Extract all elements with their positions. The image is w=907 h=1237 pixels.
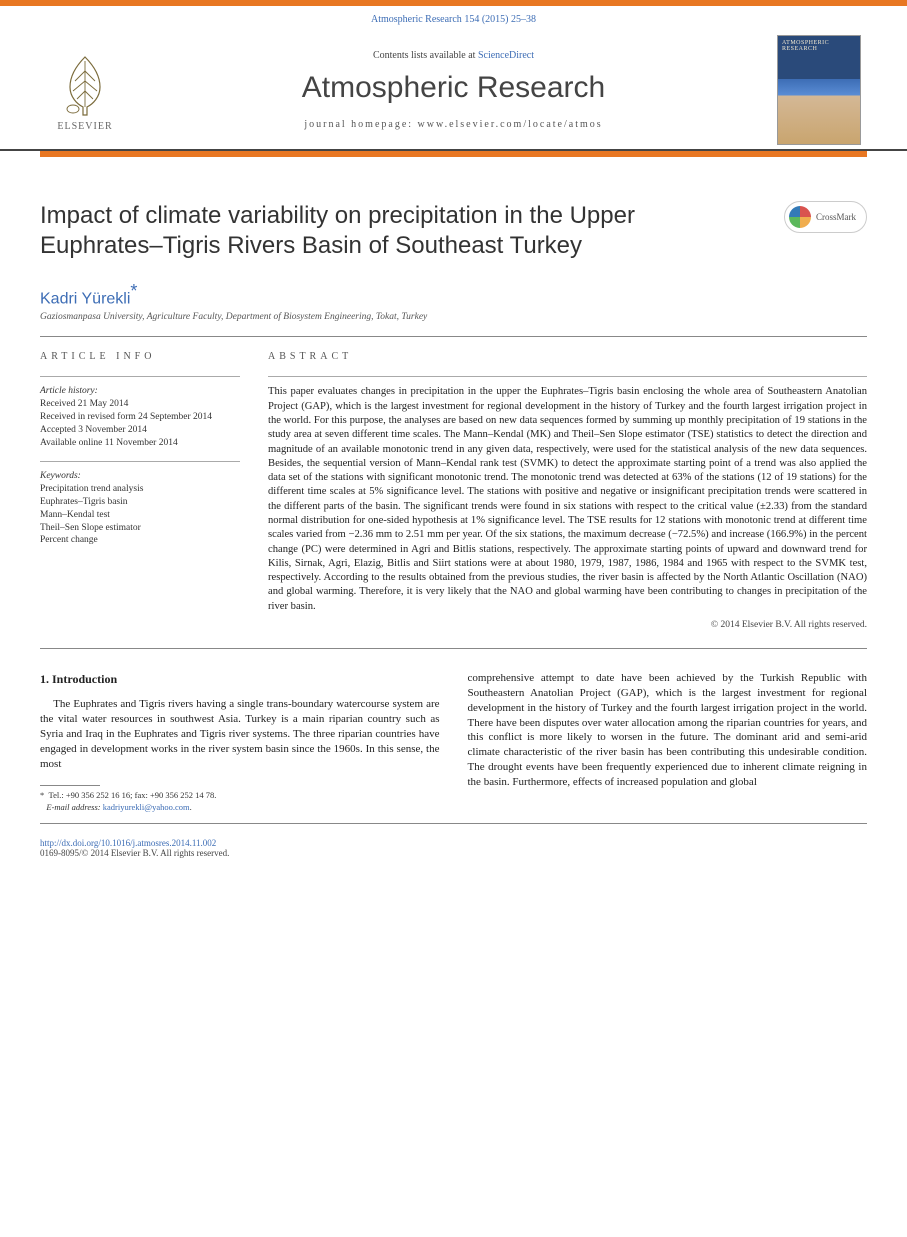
keyword: Precipitation trend analysis <box>40 483 240 496</box>
running-head-link[interactable]: Atmospheric Research 154 (2015) 25–38 <box>371 14 536 25</box>
keywords-label: Keywords: <box>40 470 240 483</box>
email-footnote: E-mail address: kadriyurekli@yahoo.com. <box>40 802 440 813</box>
running-head-journal: Atmospheric Research <box>371 14 462 25</box>
title-block: Impact of climate variability on precipi… <box>0 157 907 269</box>
info-divider-2 <box>40 461 240 462</box>
contents-line: Contents lists available at ScienceDirec… <box>140 50 767 61</box>
history-online: Available online 11 November 2014 <box>40 437 240 450</box>
running-head: Atmospheric Research 154 (2015) 25–38 <box>40 14 867 25</box>
article-info-heading: article info <box>40 351 240 362</box>
article-info-column: article info Article history: Received 2… <box>40 351 240 630</box>
keyword: Theil–Sen Slope estimator <box>40 522 240 535</box>
body-col-right: comprehensive attempt to date have been … <box>468 671 868 813</box>
keywords-block: Keywords: Precipitation trend analysis E… <box>40 470 240 547</box>
sciencedirect-link[interactable]: ScienceDirect <box>478 50 534 61</box>
masthead-center: Contents lists available at ScienceDirec… <box>130 50 777 130</box>
body-col-left: 1. Introduction The Euphrates and Tigris… <box>40 671 440 813</box>
email-link[interactable]: kadriyurekli@yahoo.com <box>103 802 190 812</box>
footnote-rule <box>40 785 100 786</box>
journal-name: Atmospheric Research <box>140 71 767 105</box>
homepage-line: journal homepage: www.elsevier.com/locat… <box>140 119 767 130</box>
elsevier-tree-icon <box>55 49 115 119</box>
tel-label: Tel.: <box>49 790 66 800</box>
keyword: Euphrates–Tigris basin <box>40 496 240 509</box>
crossmark-badge[interactable]: CrossMark <box>784 201 867 233</box>
info-divider-1 <box>40 376 240 377</box>
publisher-logo-block: ELSEVIER <box>40 49 130 132</box>
footer: http://dx.doi.org/10.1016/j.atmosres.201… <box>0 824 907 882</box>
homepage-prefix: journal homepage: <box>304 119 417 130</box>
fax-label: ; fax: <box>130 790 150 800</box>
journal-cover-thumb <box>777 35 861 145</box>
abstract-heading: abstract <box>268 351 867 362</box>
running-head-citation: 154 (2015) 25–38 <box>464 14 536 25</box>
contents-prefix: Contents lists available at <box>373 50 478 61</box>
tel-value: +90 356 252 16 16 <box>66 790 130 800</box>
corresp-footnote: * Tel.: +90 356 252 16 16; fax: +90 356 … <box>40 790 440 801</box>
abstract-divider <box>268 376 867 377</box>
email-label: E-mail address: <box>46 802 102 812</box>
abstract-text: This paper evaluates changes in precipit… <box>268 385 867 614</box>
masthead: ELSEVIER Contents lists available at Sci… <box>0 35 907 151</box>
header-bar: Atmospheric Research 154 (2015) 25–38 <box>0 0 907 25</box>
issn-copyright: 0169-8095/© 2014 Elsevier B.V. All right… <box>40 848 229 858</box>
body-para-2: comprehensive attempt to date have been … <box>468 671 868 790</box>
author-name[interactable]: Kadri Yürekli <box>40 290 130 307</box>
article-title: Impact of climate variability on precipi… <box>40 201 764 261</box>
author-corresp-star: * <box>130 281 137 301</box>
body-para-1: The Euphrates and Tigris rivers having a… <box>40 697 440 771</box>
abstract-copyright: © 2014 Elsevier B.V. All rights reserved… <box>268 620 867 630</box>
history-received: Received 21 May 2014 <box>40 398 240 411</box>
author-line: Kadri Yürekli* <box>0 269 907 312</box>
crossmark-icon <box>789 206 811 228</box>
article-history: Article history: Received 21 May 2014 Re… <box>40 385 240 449</box>
history-revised: Received in revised form 24 September 20… <box>40 411 240 424</box>
email-suffix: . <box>190 802 192 812</box>
keyword: Percent change <box>40 534 240 547</box>
fax-value: +90 356 252 14 78. <box>150 790 216 800</box>
history-accepted: Accepted 3 November 2014 <box>40 424 240 437</box>
affiliation: Gaziosmanpasa University, Agriculture Fa… <box>0 312 907 336</box>
section-heading: 1. Introduction <box>40 671 440 687</box>
masthead-right <box>777 35 867 145</box>
body-columns: 1. Introduction The Euphrates and Tigris… <box>0 649 907 823</box>
abstract-column: abstract This paper evaluates changes in… <box>268 351 867 630</box>
footnote-star: * <box>40 790 44 800</box>
keyword: Mann–Kendal test <box>40 509 240 522</box>
info-abstract-row: article info Article history: Received 2… <box>0 337 907 648</box>
publisher-label: ELSEVIER <box>57 121 112 132</box>
doi-link[interactable]: http://dx.doi.org/10.1016/j.atmosres.201… <box>40 838 216 848</box>
history-label: Article history: <box>40 385 240 398</box>
homepage-url: www.elsevier.com/locate/atmos <box>418 119 603 130</box>
crossmark-label: CrossMark <box>816 212 856 222</box>
